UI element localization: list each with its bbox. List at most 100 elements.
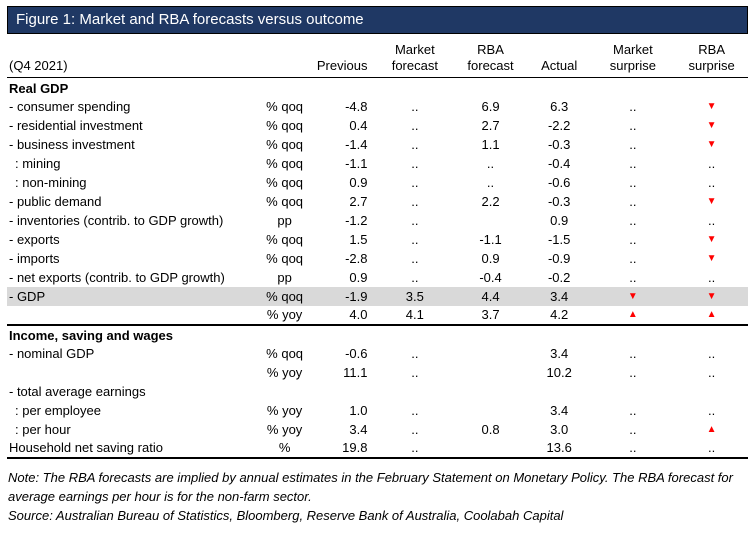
figure-title: Figure 1: Market and RBA forecasts versu… bbox=[7, 6, 748, 34]
actual-cell: 3.4 bbox=[550, 345, 569, 361]
previous-cell: -1.2 bbox=[345, 212, 368, 228]
rba-forecast-cell: 1.1 bbox=[481, 136, 500, 152]
unit-cell: % yoy bbox=[266, 307, 303, 322]
row-label: - business investment bbox=[9, 136, 135, 152]
rba-forecast-cell bbox=[453, 211, 528, 230]
previous-cell: -1.4 bbox=[345, 136, 368, 152]
unit-cell: % qoq bbox=[255, 286, 314, 306]
previous-cell: 0.4 bbox=[349, 117, 368, 133]
market-forecast-cell: .. bbox=[411, 193, 419, 209]
col-header-market-surprise: Market surprise bbox=[590, 37, 676, 78]
unit-cell: % qoq bbox=[266, 136, 304, 152]
table-row: Household net saving ratio% 19.8.. 13.6...… bbox=[7, 438, 748, 459]
rba-forecast-cell: 0.8 bbox=[481, 421, 500, 437]
market-surprise-cell bbox=[590, 382, 675, 401]
row-label: - net exports (contrib. to GDP growth) bbox=[9, 269, 225, 285]
column-header-row: (Q4 2021) Previous Market forecast RBA f… bbox=[7, 37, 748, 78]
actual-cell: 6.3 bbox=[550, 98, 569, 114]
unit-cell: % yoy bbox=[266, 364, 303, 380]
rba-forecast-cell: .. bbox=[486, 174, 495, 190]
market-surprise-cell: .. bbox=[629, 174, 637, 190]
actual-cell: -1.5 bbox=[547, 231, 571, 247]
market-surprise-cell: .. bbox=[629, 136, 637, 152]
unit-column-header bbox=[255, 37, 314, 78]
rba-forecast-cell: 2.7 bbox=[481, 117, 500, 133]
col-header-line: forecast bbox=[467, 58, 514, 73]
surprise-down-icon: ▼ bbox=[706, 138, 717, 150]
rba-surprise-cell: .. bbox=[708, 402, 716, 418]
actual-cell: -0.6 bbox=[547, 174, 571, 190]
unit-cell: % qoq bbox=[266, 98, 304, 114]
market-forecast-cell: .. bbox=[376, 438, 454, 459]
source-text: Source: Australian Bureau of Statistics,… bbox=[8, 507, 564, 523]
rba-forecast-cell: 0.9 bbox=[481, 250, 500, 266]
market-forecast-cell bbox=[376, 382, 453, 401]
previous-cell: -1.1 bbox=[345, 155, 368, 171]
market-surprise-cell: .. bbox=[590, 438, 676, 459]
unit-cell: % qoq bbox=[266, 231, 304, 247]
table-row: - business investment % qoq -1.4.. 1.1 -0.3.… bbox=[7, 135, 748, 154]
row-label: - total average earnings bbox=[9, 383, 146, 399]
rba-forecast-cell: -1.1 bbox=[479, 231, 502, 247]
table-row: - residential investment % qoq 0.4.. 2.7 -2.… bbox=[7, 116, 748, 135]
market-forecast-cell: .. bbox=[411, 136, 419, 152]
previous-cell: 2.7 bbox=[349, 193, 368, 209]
section-row: Income, saving and wages bbox=[7, 323, 748, 344]
surprise-down-icon: ▼ bbox=[706, 119, 717, 131]
table-row: : per hour % yoy 3.4.. 0.8 3.0.. ▲ bbox=[7, 420, 748, 439]
row-label: : mining bbox=[15, 155, 61, 171]
market-forecast-cell: .. bbox=[411, 98, 419, 114]
table-row: - GDP% qoq -1.9 3.5 4.4 3.4 ▼ ▼ bbox=[7, 286, 748, 306]
section-label: Income, saving and wages bbox=[7, 323, 748, 344]
col-header-line: Actual bbox=[541, 58, 578, 73]
rba-forecast-cell bbox=[453, 344, 528, 363]
row-label: - exports bbox=[9, 231, 60, 247]
market-forecast-cell: .. bbox=[411, 269, 419, 285]
table-body: Real GDP - consumer spending % qoq -4.8.. 6.… bbox=[7, 78, 748, 459]
row-label bbox=[7, 306, 255, 325]
table-row: - public demand % qoq 2.7.. 2.2 -0.3.. ▼ bbox=[7, 192, 748, 211]
market-forecast-cell: .. bbox=[411, 155, 419, 171]
surprise-up-icon: ▲ bbox=[627, 309, 638, 320]
section-row: Real GDP bbox=[7, 78, 748, 97]
table-row: : non-mining % qoq 0.9.... -0.6.... bbox=[7, 173, 748, 192]
surprise-up-icon: ▲ bbox=[706, 423, 717, 435]
row-label: - inventories (contrib. to GDP growth) bbox=[9, 212, 224, 228]
rba-surprise-cell bbox=[675, 382, 748, 401]
rba-forecast-cell bbox=[453, 363, 528, 382]
actual-cell: 13.6 bbox=[527, 438, 591, 459]
actual-cell: -0.3 bbox=[547, 136, 571, 152]
unit-cell bbox=[255, 382, 314, 401]
previous-cell: 1.0 bbox=[349, 402, 368, 418]
unit-cell: % qoq bbox=[266, 155, 304, 171]
row-label: : per hour bbox=[15, 421, 71, 437]
market-surprise-cell: .. bbox=[629, 98, 637, 114]
previous-cell: 11.1 bbox=[343, 364, 368, 380]
market-forecast-cell: .. bbox=[411, 250, 419, 266]
table-row: - inventories (contrib. to GDP growth) pp… bbox=[7, 211, 748, 230]
previous-cell: 19.8 bbox=[313, 438, 377, 459]
market-surprise-cell: .. bbox=[629, 193, 637, 209]
actual-cell: 0.9 bbox=[550, 212, 569, 228]
market-surprise-cell: .. bbox=[629, 421, 637, 437]
actual-cell: 3.4 bbox=[527, 286, 591, 306]
table-row: % yoy 4.0 4.1 3.7 4.2 ▲ ▲ bbox=[7, 306, 748, 325]
rba-forecast-cell bbox=[453, 382, 528, 401]
rba-surprise-cell: .. bbox=[708, 155, 716, 171]
row-label bbox=[7, 363, 255, 382]
row-label: - consumer spending bbox=[9, 98, 131, 114]
table-row: - exports % qoq 1.5.. -1.1 -1.5.. ▼ bbox=[7, 230, 748, 249]
actual-cell: -0.4 bbox=[547, 155, 571, 171]
market-forecast-cell: .. bbox=[411, 212, 419, 228]
row-label: - residential investment bbox=[9, 117, 143, 133]
col-header-line: forecast bbox=[391, 58, 438, 73]
actual-cell: 3.0 bbox=[550, 421, 569, 437]
actual-cell: -0.9 bbox=[547, 250, 571, 266]
surprise-down-icon: ▼ bbox=[706, 100, 717, 112]
rba-surprise-cell: .. bbox=[675, 438, 748, 459]
market-surprise-cell: .. bbox=[629, 212, 637, 228]
unit-cell: % qoq bbox=[266, 117, 304, 133]
col-header-line: Market bbox=[394, 42, 435, 57]
unit-cell: % qoq bbox=[266, 174, 304, 190]
table-row: : per employee % yoy 1.0.. 3.4.... bbox=[7, 401, 748, 420]
